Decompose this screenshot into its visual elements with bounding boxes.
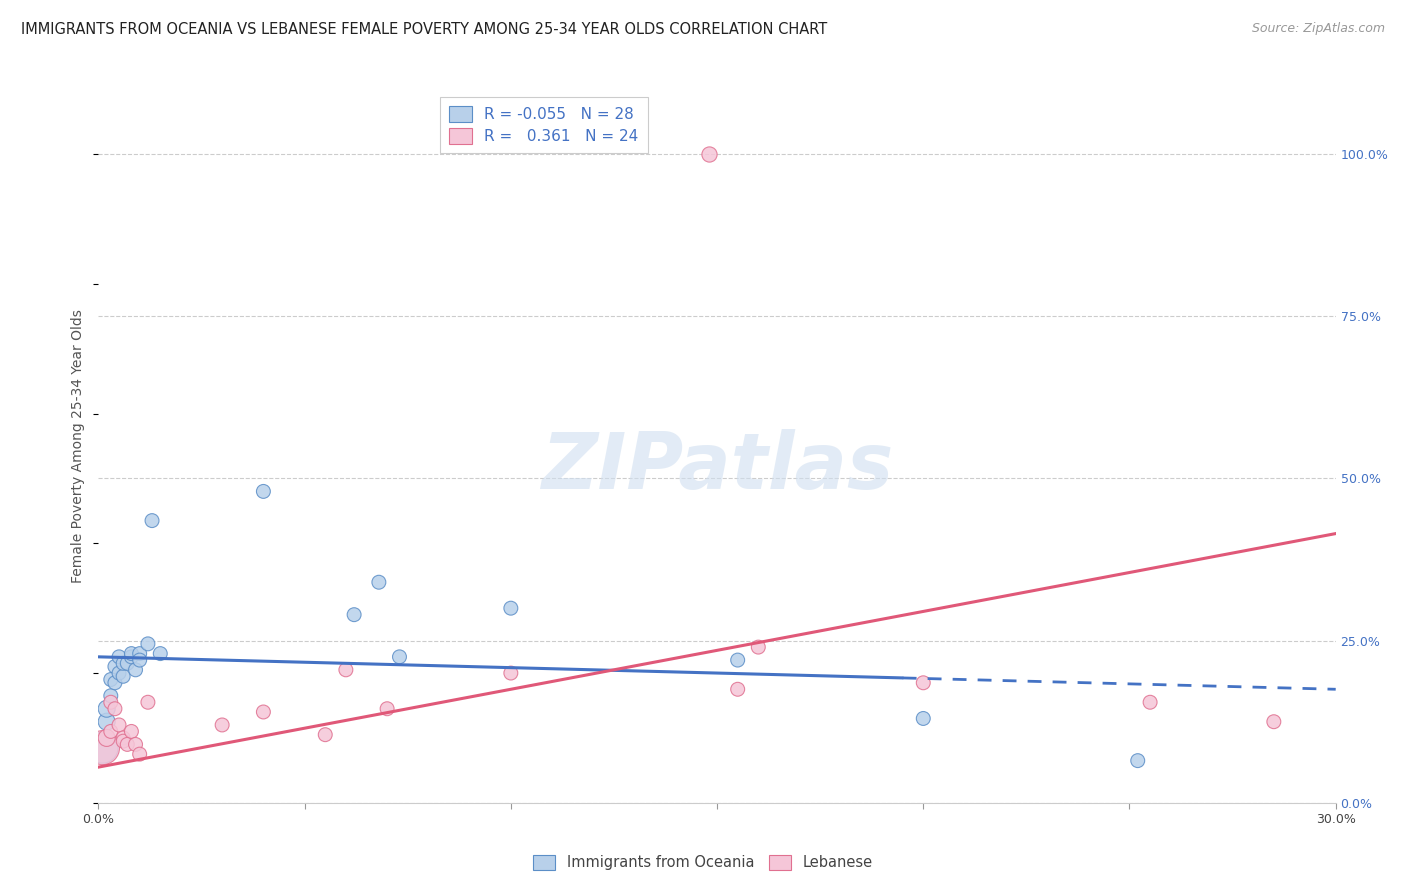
Point [120, 647, 142, 661]
Point [727, 682, 749, 697]
Point [136, 695, 159, 709]
Text: Source: ZipAtlas.com: Source: ZipAtlas.com [1251, 22, 1385, 36]
Point [499, 666, 522, 681]
Point [314, 728, 336, 742]
Point [1139, 695, 1161, 709]
Point [499, 601, 522, 615]
Text: IMMIGRANTS FROM OCEANIA VS LEBANESE FEMALE POVERTY AMONG 25-34 YEAR OLDS CORRELA: IMMIGRANTS FROM OCEANIA VS LEBANESE FEMA… [21, 22, 827, 37]
Point [912, 675, 935, 690]
Point [91, 740, 114, 755]
Point [343, 607, 366, 622]
Point [335, 663, 357, 677]
Point [747, 640, 769, 654]
Point [136, 637, 159, 651]
Legend: Immigrants from Oceania, Lebanese: Immigrants from Oceania, Lebanese [527, 848, 879, 876]
Point [100, 673, 122, 687]
Point [112, 734, 135, 748]
Point [128, 747, 150, 761]
Point [104, 675, 127, 690]
Point [149, 647, 172, 661]
Point [120, 649, 142, 664]
Point [912, 711, 935, 725]
Point [124, 663, 146, 677]
Point [128, 653, 150, 667]
Point [727, 653, 749, 667]
Y-axis label: Female Poverty Among 25-34 Year Olds: Female Poverty Among 25-34 Year Olds [72, 309, 86, 583]
Point [108, 649, 131, 664]
Point [112, 669, 135, 683]
Point [104, 702, 127, 716]
Point [91, 740, 114, 755]
Point [120, 724, 142, 739]
Point [141, 514, 163, 528]
Point [96, 731, 118, 745]
Point [100, 689, 122, 703]
Point [1126, 754, 1149, 768]
Point [697, 147, 720, 161]
Point [96, 702, 118, 716]
Point [252, 705, 274, 719]
Point [128, 647, 150, 661]
Point [124, 738, 146, 752]
Point [108, 666, 131, 681]
Point [117, 738, 139, 752]
Point [117, 657, 139, 671]
Point [112, 731, 135, 745]
Point [375, 702, 398, 716]
Point [96, 714, 118, 729]
Point [104, 659, 127, 673]
Text: ZIPatlas: ZIPatlas [541, 429, 893, 506]
Point [1263, 714, 1285, 729]
Point [388, 649, 411, 664]
Point [367, 575, 389, 590]
Point [112, 657, 135, 671]
Point [100, 724, 122, 739]
Legend: R = -0.055   N = 28, R =   0.361   N = 24: R = -0.055 N = 28, R = 0.361 N = 24 [440, 97, 648, 153]
Point [252, 484, 274, 499]
Point [211, 718, 233, 732]
Point [108, 718, 131, 732]
Point [100, 695, 122, 709]
